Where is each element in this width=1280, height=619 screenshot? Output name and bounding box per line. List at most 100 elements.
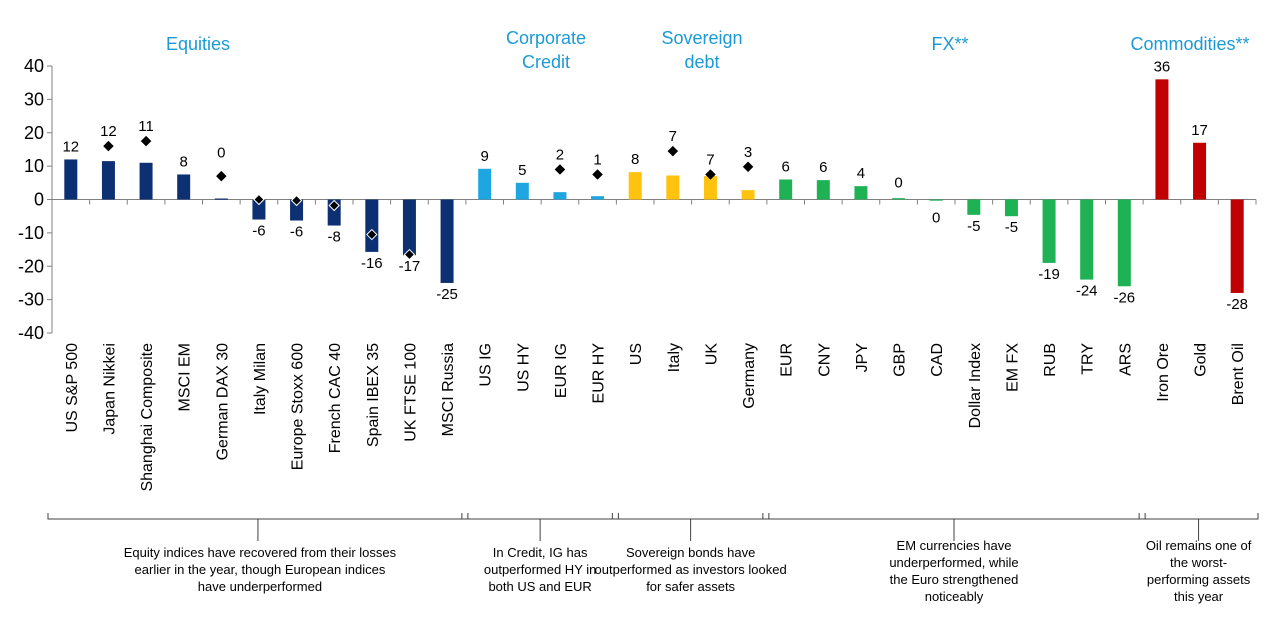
x-label-us-s-p-500: US S&P 500 xyxy=(64,343,81,433)
data-label-eur-hy: 1 xyxy=(593,151,601,168)
bar-japan-nikkei xyxy=(101,161,115,200)
x-label-europe-stoxx-600: Europe Stoxx 600 xyxy=(290,343,307,470)
x-label-cny: CNY xyxy=(816,343,833,377)
group-title-sovereign-debt: Sovereign xyxy=(661,28,742,48)
bar-jpy xyxy=(854,186,868,200)
x-label-germany: Germany xyxy=(741,343,758,409)
bar-uk-ftse-100 xyxy=(402,199,416,256)
bracket-sovereign-debt xyxy=(611,513,770,520)
y-tick-label: -10 xyxy=(18,223,44,243)
data-label-gbp: 0 xyxy=(894,175,902,192)
note-commodities: the worst- xyxy=(1170,555,1227,570)
y-tick-label: 40 xyxy=(24,56,44,76)
group-titles: Equities Corporate Credit Sovereign debt FX**… xyxy=(166,28,1250,72)
x-label-msci-russia: MSCI Russia xyxy=(440,343,457,436)
bracket-equities xyxy=(47,513,469,520)
note-commodities: Oil remains one of xyxy=(1146,538,1252,553)
data-label-gold: 17 xyxy=(1191,122,1208,139)
bar-cad xyxy=(929,199,943,201)
data-label-msci-em: 8 xyxy=(180,153,188,170)
bar-rub xyxy=(1042,199,1056,263)
data-label-cad: 0 xyxy=(932,210,940,227)
group-notes: Equity indices have recovered from their… xyxy=(124,538,1252,604)
x-label-brent-oil: Brent Oil xyxy=(1230,343,1247,405)
bar-brent-oil xyxy=(1230,199,1244,293)
bar-uk xyxy=(703,176,717,200)
note-fx: underperformed, while xyxy=(889,555,1018,570)
x-label-gbp: GBP xyxy=(892,343,909,377)
data-label-eur: 6 xyxy=(782,158,790,175)
marker-germany xyxy=(742,161,754,173)
data-label-cny: 6 xyxy=(819,159,827,176)
x-label-ars: ARS xyxy=(1117,343,1134,376)
data-label-italy: 7 xyxy=(669,128,677,145)
bar-germany xyxy=(741,190,755,200)
x-label-dollar-index: Dollar Index xyxy=(967,343,984,428)
x-label-eur-hy: EUR HY xyxy=(591,343,608,404)
note-sovereign-debt: for safer assets xyxy=(646,579,735,594)
group-brackets xyxy=(47,513,1259,541)
data-label-dollar-index: -5 xyxy=(967,218,980,235)
y-tick-label: 20 xyxy=(24,123,44,143)
x-label-uk: UK xyxy=(703,343,720,366)
x-label-us-hy: US HY xyxy=(515,343,532,392)
marker-uk-ftse-100 xyxy=(403,248,416,261)
bracket-fx xyxy=(762,513,1146,520)
x-label-us-ig: US IG xyxy=(478,343,495,387)
note-sovereign-debt: Sovereign bonds have xyxy=(626,545,755,560)
data-label-german-dax-30: 0 xyxy=(217,145,225,162)
data-label-rub: -19 xyxy=(1038,266,1060,283)
group-title-corporate-credit: Credit xyxy=(522,52,570,72)
bar-italy-milan xyxy=(252,199,266,220)
data-label-brent-oil: -28 xyxy=(1226,296,1248,313)
data-label-europe-stoxx-600: -6 xyxy=(290,224,303,241)
bar-eur-hy xyxy=(591,196,605,200)
note-corporate-credit: In Credit, IG has xyxy=(493,545,588,560)
x-label-japan-nikkei: Japan Nikkei xyxy=(101,343,118,435)
data-label-ars: -26 xyxy=(1113,289,1135,306)
y-tick-label: -40 xyxy=(18,323,44,343)
bracket-corporate-credit xyxy=(461,513,619,520)
marker-europe-stoxx-600 xyxy=(290,194,303,207)
x-label-gold: Gold xyxy=(1193,343,1210,377)
marker-french-cac-40 xyxy=(328,199,340,212)
data-label-us-hy: 5 xyxy=(518,162,526,179)
bar-dollar-index xyxy=(967,199,981,215)
marker-eur-ig xyxy=(554,164,566,175)
note-fx: the Euro strengthened xyxy=(890,572,1019,587)
x-label-italy-milan: Italy Milan xyxy=(252,343,269,415)
group-title-commodities: Commodities** xyxy=(1130,34,1249,54)
marker-uk xyxy=(705,169,716,180)
x-label-cad: CAD xyxy=(929,343,946,377)
x-label-shanghai-composite: Shanghai Composite xyxy=(139,343,156,492)
data-label-jpy: 4 xyxy=(857,165,865,182)
group-title-equities: Equities xyxy=(166,34,230,54)
x-label-rub: RUB xyxy=(1042,343,1059,377)
bar-ars xyxy=(1117,199,1131,287)
bars xyxy=(64,79,1244,293)
data-label-french-cac-40: -8 xyxy=(328,229,341,246)
bar-us xyxy=(628,172,642,200)
group-title-fx: FX** xyxy=(931,34,968,54)
bar-german-dax-30 xyxy=(214,198,228,200)
note-equities: Equity indices have recovered from their… xyxy=(124,545,397,560)
bar-shanghai-composite xyxy=(139,162,153,200)
bar-eur xyxy=(779,179,793,200)
data-label-us: 8 xyxy=(631,151,639,168)
bar-gbp xyxy=(892,198,906,200)
note-equities: have underperformed xyxy=(198,579,322,594)
bar-us-hy xyxy=(515,182,529,200)
x-label-eur-ig: EUR IG xyxy=(553,343,570,398)
x-label-french-cac-40: French CAC 40 xyxy=(327,343,344,453)
data-label-uk-ftse-100: -17 xyxy=(399,258,421,275)
data-label-us-ig: 9 xyxy=(481,148,489,165)
marker-spain-ibex-35 xyxy=(366,228,378,241)
bar-msci-russia xyxy=(440,199,454,283)
data-label-msci-russia: -25 xyxy=(436,286,458,303)
bar-cny xyxy=(816,180,830,200)
group-title-corporate-credit: Corporate xyxy=(506,28,586,48)
y-tick-label: 0 xyxy=(34,190,44,210)
data-label-try: -24 xyxy=(1076,283,1098,300)
note-fx: EM currencies have xyxy=(897,538,1012,553)
marker-eur-hy xyxy=(592,169,603,180)
